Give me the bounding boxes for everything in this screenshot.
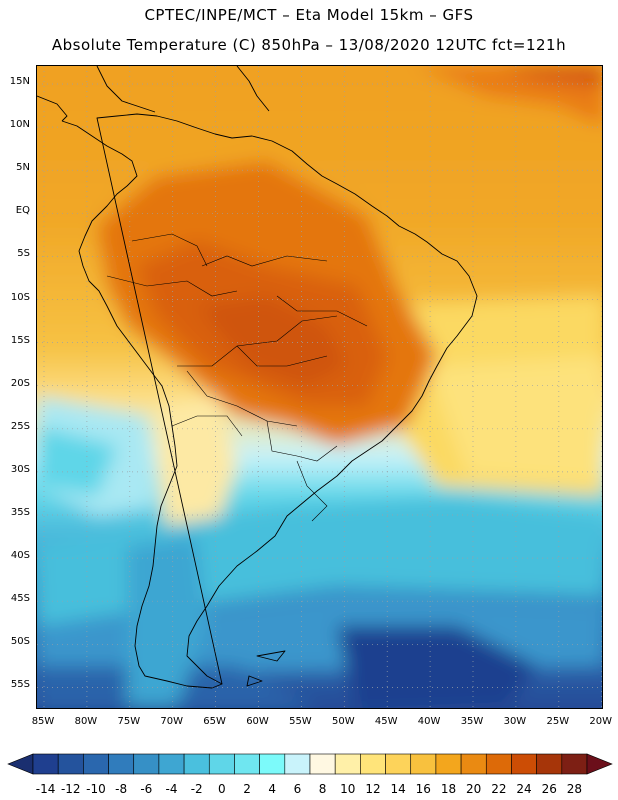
colorbar-swatch: [460, 753, 487, 775]
colorbar-scale: [7, 753, 613, 775]
map-title: CPTEC/INPE/MCT – Eta Model 15km – GFS: [144, 6, 474, 24]
lon-label: 40W: [417, 716, 441, 727]
colorbar-swatch: [485, 753, 512, 775]
map-subtitle: Absolute Temperature (C) 850hPa – 13/08/…: [51, 36, 567, 54]
colorbar-label: 24: [516, 782, 532, 796]
lon-label: 30W: [503, 716, 527, 727]
colorbar-label: 26: [541, 782, 557, 796]
temperature-map: [36, 65, 603, 709]
lat-label: 15S: [10, 334, 30, 346]
lon-label: 20W: [589, 716, 612, 727]
lat-label: 30S: [10, 463, 30, 475]
colorbar-low-arrow: [7, 753, 34, 775]
colorbar-swatch: [83, 753, 109, 775]
colorbar-swatch: [309, 753, 336, 775]
map-canvas: [37, 66, 602, 708]
colorbar-swatch: [410, 753, 437, 775]
colorbar-label: 18: [440, 782, 457, 796]
colorbar-label: 14: [390, 782, 406, 796]
colorbar-swatch: [435, 753, 462, 775]
lon-label: 45W: [374, 716, 398, 727]
colorbar-label: -14: [35, 782, 56, 796]
colorbar-label: 8: [318, 782, 327, 796]
colorbar-label: -8: [115, 782, 128, 796]
lon-label: 65W: [203, 716, 226, 727]
colorbar-label: 10: [340, 782, 356, 796]
colorbar-label: 16: [415, 782, 431, 796]
colorbar-swatch: [334, 753, 361, 775]
colorbar-swatch: [133, 753, 160, 775]
colorbar-swatch: [183, 753, 210, 775]
lat-label: 20S: [10, 377, 30, 389]
colorbar-label: -4: [165, 782, 178, 796]
lat-label: 10N: [9, 119, 30, 131]
lat-label: EQ: [15, 205, 30, 217]
lat-label: 35S: [10, 507, 30, 518]
lat-label: 15N: [9, 76, 30, 87]
colorbar-swatch: [208, 753, 235, 775]
colorbar-swatch: [360, 753, 386, 775]
lon-label: 60W: [246, 716, 269, 727]
colorbar-label: 4: [268, 782, 277, 796]
colorbar-swatch: [259, 753, 286, 775]
lon-label: 50W: [331, 716, 355, 727]
temperature-field: [37, 66, 602, 708]
lat-label: 5N: [16, 162, 30, 174]
colorbar-high-arrow: [586, 753, 613, 775]
colorbar-label: 6: [293, 782, 302, 796]
lat-label: 40S: [10, 550, 30, 562]
colorbar-label: 12: [365, 782, 381, 796]
colorbar-swatch: [561, 753, 588, 775]
lon-label: 70W: [160, 716, 183, 727]
colorbar-label: -12: [60, 782, 81, 796]
lon-label: 25W: [546, 716, 570, 727]
lon-label: 85W: [31, 716, 55, 727]
colorbar-label: 28: [566, 782, 583, 796]
colorbar-label: 20: [466, 782, 482, 796]
colorbar-label: -10: [86, 782, 106, 796]
colorbar-label: -2: [190, 782, 203, 796]
coastlines: [37, 66, 478, 689]
colorbar-swatch: [511, 753, 537, 775]
lat-label: 5S: [17, 248, 30, 260]
lon-label: 80W: [74, 716, 98, 727]
lat-label: 55S: [10, 679, 30, 691]
colorbar-swatch: [284, 753, 311, 775]
colorbar-swatch: [57, 753, 84, 775]
lon-label: 55W: [289, 716, 312, 727]
lat-label: 45S: [10, 593, 30, 605]
colorbar-swatch: [32, 753, 59, 775]
colorbar-swatch: [108, 753, 135, 775]
colorbar-label: -6: [140, 782, 153, 796]
lat-label: 10S: [10, 291, 30, 303]
colorbar-label: 2: [243, 782, 251, 796]
lon-label: 35W: [460, 716, 484, 727]
colorbar-swatch: [158, 753, 185, 775]
lat-label: 50S: [10, 636, 30, 648]
colorbar-swatch: [234, 753, 260, 775]
lat-label: 25S: [10, 420, 30, 432]
lon-label: 75W: [117, 716, 141, 727]
colorbar-label: 22: [491, 782, 507, 796]
country-borders: [106, 233, 368, 522]
colorbar-label: 0: [218, 782, 226, 796]
colorbar-swatch: [536, 753, 563, 775]
colorbar-swatch: [385, 753, 412, 775]
